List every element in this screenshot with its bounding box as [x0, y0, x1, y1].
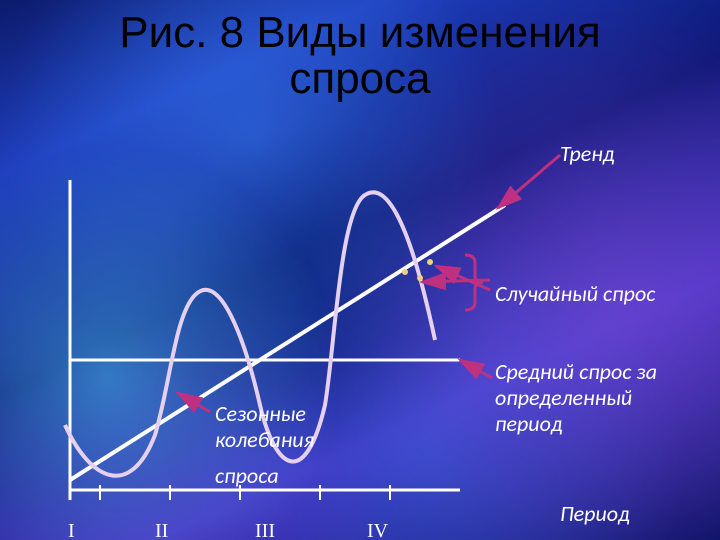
label-seasonal-1: Сезонные [215, 400, 306, 427]
label-average-2: определенный [495, 384, 632, 411]
label-seasonal-3: спроса [215, 462, 279, 489]
label-average-1: Средний спрос за [495, 358, 657, 385]
chart-svg [60, 180, 540, 520]
figure-title: Рис. 8 Виды изменения спроса [80, 10, 640, 102]
title-line-2: спроса [289, 54, 430, 103]
x-tick-label: III [255, 520, 275, 540]
random-dot [417, 275, 423, 281]
arrow-random-2 [436, 266, 490, 290]
label-average-3: период [495, 410, 562, 437]
label-period: Период [560, 500, 630, 527]
title-line-1: Рис. 8 Виды изменения [119, 8, 600, 57]
x-tick-label: II [155, 520, 168, 540]
x-tick-label: IV [367, 520, 388, 540]
label-trend: Тренд [560, 140, 614, 167]
arrow-random-1 [422, 280, 490, 282]
arrow-average [460, 360, 492, 378]
label-seasonal-2: колебания [215, 426, 314, 453]
x-tick-label: I [68, 520, 75, 540]
random-dot [427, 259, 433, 265]
arrow-trend [498, 155, 560, 208]
random-dot [402, 269, 408, 275]
label-random: Случайный спрос [495, 280, 655, 307]
